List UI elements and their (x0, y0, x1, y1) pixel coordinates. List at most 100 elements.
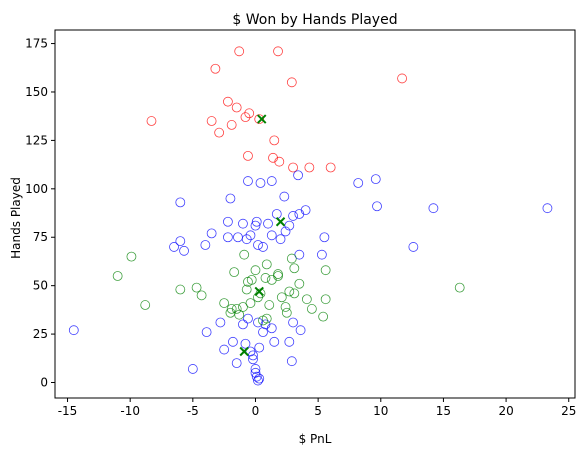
data-point (266, 176, 277, 186)
data-point (251, 371, 262, 382)
data-point (250, 367, 261, 378)
data-point (289, 288, 300, 299)
data-point (264, 300, 275, 310)
y-tick-label: 175 (25, 37, 48, 51)
data-point (319, 232, 330, 243)
data-point (274, 156, 285, 167)
data-point (169, 242, 179, 252)
data-point (226, 120, 237, 130)
data-point (234, 309, 245, 320)
data-point (273, 46, 283, 57)
data-point (196, 290, 207, 301)
data-point (201, 327, 212, 338)
data-point (179, 245, 189, 256)
x-tick-label: -15 (58, 404, 78, 418)
data-point (269, 135, 280, 146)
data-point (112, 271, 123, 281)
data-point (294, 278, 305, 289)
data-point (146, 116, 157, 126)
data-point (370, 174, 381, 185)
data-point (239, 249, 250, 260)
data-point (234, 46, 245, 57)
data-point (228, 336, 238, 347)
data-point (248, 350, 258, 361)
data-point (244, 108, 255, 119)
data-point (289, 263, 300, 274)
series-3 (239, 114, 286, 357)
data-point (288, 211, 298, 221)
data-point (223, 216, 233, 227)
data-point (238, 319, 248, 330)
data-point (206, 116, 217, 126)
data-point (258, 242, 268, 252)
data-point (175, 197, 186, 208)
y-tick-label: 150 (25, 85, 48, 99)
data-point (284, 286, 295, 297)
data-point (245, 230, 256, 241)
data-point (245, 298, 256, 308)
data-point (250, 220, 261, 231)
data-point (286, 356, 297, 367)
data-point (372, 201, 382, 212)
data-point (263, 218, 273, 229)
data-point (280, 302, 291, 312)
data-point (284, 336, 295, 347)
data-point (258, 327, 268, 338)
data-point (266, 323, 277, 334)
data-point (428, 203, 439, 214)
data-point (454, 282, 465, 293)
data-point (229, 267, 240, 278)
data-point (206, 228, 217, 239)
data-point (281, 307, 292, 318)
data-point (261, 313, 272, 324)
data-point (275, 234, 286, 245)
data-point (240, 338, 251, 349)
data-point (286, 77, 297, 88)
data-point (231, 304, 242, 314)
data-point (243, 313, 253, 324)
data-point (219, 298, 230, 308)
series-1 (68, 170, 553, 386)
data-point (306, 304, 317, 314)
data-point (273, 271, 283, 281)
data-point (253, 317, 263, 328)
data-point (246, 274, 257, 285)
plot-frame (54, 29, 576, 399)
data-point (353, 178, 364, 188)
x-tick-label: 20 (498, 404, 513, 418)
data-point (241, 234, 252, 245)
y-tick-label: 75 (33, 230, 48, 244)
data-point (210, 63, 221, 74)
data-point (250, 364, 261, 374)
centroid-marker (275, 217, 286, 227)
x-tick-label: 10 (373, 404, 388, 418)
data-point (254, 114, 265, 124)
y-tick-label: 0 (40, 376, 48, 390)
data-point (286, 253, 297, 264)
data-point (241, 284, 252, 295)
data-point (288, 162, 298, 173)
data-point (126, 251, 137, 262)
data-point (276, 292, 287, 303)
data-point (253, 240, 263, 250)
data-point (288, 317, 298, 328)
data-point (300, 205, 311, 216)
data-point (238, 218, 248, 229)
data-point (248, 354, 258, 365)
data-point (225, 193, 236, 204)
y-tick-label: 125 (25, 133, 48, 147)
data-point (260, 273, 271, 283)
data-point (269, 336, 280, 347)
centroid-marker (254, 286, 264, 297)
data-point (316, 249, 327, 260)
chart-title: $ Won by Hands Played (232, 12, 397, 28)
y-tick-label: 100 (25, 182, 48, 196)
data-point (254, 342, 265, 353)
data-point (408, 242, 419, 252)
data-point (226, 304, 237, 314)
data-point (318, 311, 329, 322)
data-point (294, 249, 305, 260)
x-tick-label: 5 (314, 404, 322, 418)
data-point (284, 220, 295, 231)
